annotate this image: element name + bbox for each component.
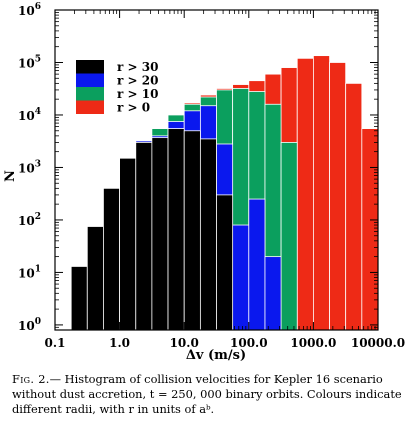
y-tick-label: 101 — [18, 264, 41, 280]
legend: r > 30r > 20r > 10r > 0 — [76, 60, 158, 115]
y-tick-labels: 100 101 102 103 104 105 106 — [18, 2, 41, 333]
figure-label: Fig. 2. — [12, 372, 50, 386]
y-tick-label: 104 — [18, 107, 41, 123]
x-tick-label: 1000.0 — [290, 336, 336, 350]
legend-swatch — [76, 87, 104, 101]
bar-r0-bin-16 — [329, 62, 347, 331]
legend-swatch — [76, 100, 104, 114]
bar-r30-bin-8 — [199, 138, 217, 331]
y-tick-label: 105 — [18, 54, 41, 70]
bar-r0-bin-17 — [345, 82, 363, 331]
x-tick-labels: 0.1 1.0 10.0 100.0 1000.0 10000.0 — [45, 336, 406, 350]
legend-label: r > 10 — [117, 87, 158, 101]
x-tick-label: 100.0 — [230, 336, 268, 350]
legend-label: r > 30 — [117, 60, 158, 74]
caption-text: — Histogram of collision velocities for … — [12, 372, 402, 416]
axis-ticks — [54, 9, 379, 331]
x-tick-label: 0.1 — [45, 336, 66, 350]
figure-caption: Fig. 2.— Histogram of collision velociti… — [12, 372, 404, 417]
bar-r30-bin-7 — [183, 130, 201, 331]
bar-r10-bin-13 — [280, 142, 298, 331]
bar-r20-bin-12 — [264, 256, 282, 331]
histogram-chart: 0.1 1.0 10.0 100.0 1000.0 10000.0 10010110210… — [3, 2, 406, 363]
y-tick-label: 102 — [18, 212, 41, 228]
bar-r20-bin-10 — [232, 224, 250, 331]
bar-r30-bin-1 — [86, 226, 104, 331]
legend-swatch — [76, 73, 104, 87]
x-tick-label: 10000.0 — [351, 336, 405, 350]
bar-r30-bin-0 — [70, 266, 88, 331]
legend-label: r > 0 — [117, 101, 150, 115]
bar-r30-bin-5 — [151, 137, 169, 331]
legend-label: r > 20 — [117, 74, 158, 88]
x-tick-label: 10.0 — [170, 336, 199, 350]
bar-r30-bin-4 — [135, 142, 153, 331]
y-tick-label: 106 — [18, 2, 41, 18]
bar-r0-bin-14 — [296, 57, 314, 331]
x-tick-label: 1.0 — [109, 336, 130, 350]
x-axis-label: Δv (m/s) — [186, 348, 246, 363]
y-tick-label: 103 — [18, 159, 41, 175]
bar-r30-bin-2 — [103, 187, 121, 331]
y-axis-label: N — [3, 170, 18, 182]
legend-swatch — [76, 60, 104, 74]
y-tick-label: 100 — [18, 317, 41, 333]
bar-r30-bin-9 — [216, 194, 234, 331]
bar-r0-bin-15 — [312, 55, 330, 331]
bar-r30-bin-3 — [119, 157, 137, 331]
bar-r20-bin-11 — [248, 198, 266, 331]
bar-r30-bin-6 — [167, 128, 185, 331]
